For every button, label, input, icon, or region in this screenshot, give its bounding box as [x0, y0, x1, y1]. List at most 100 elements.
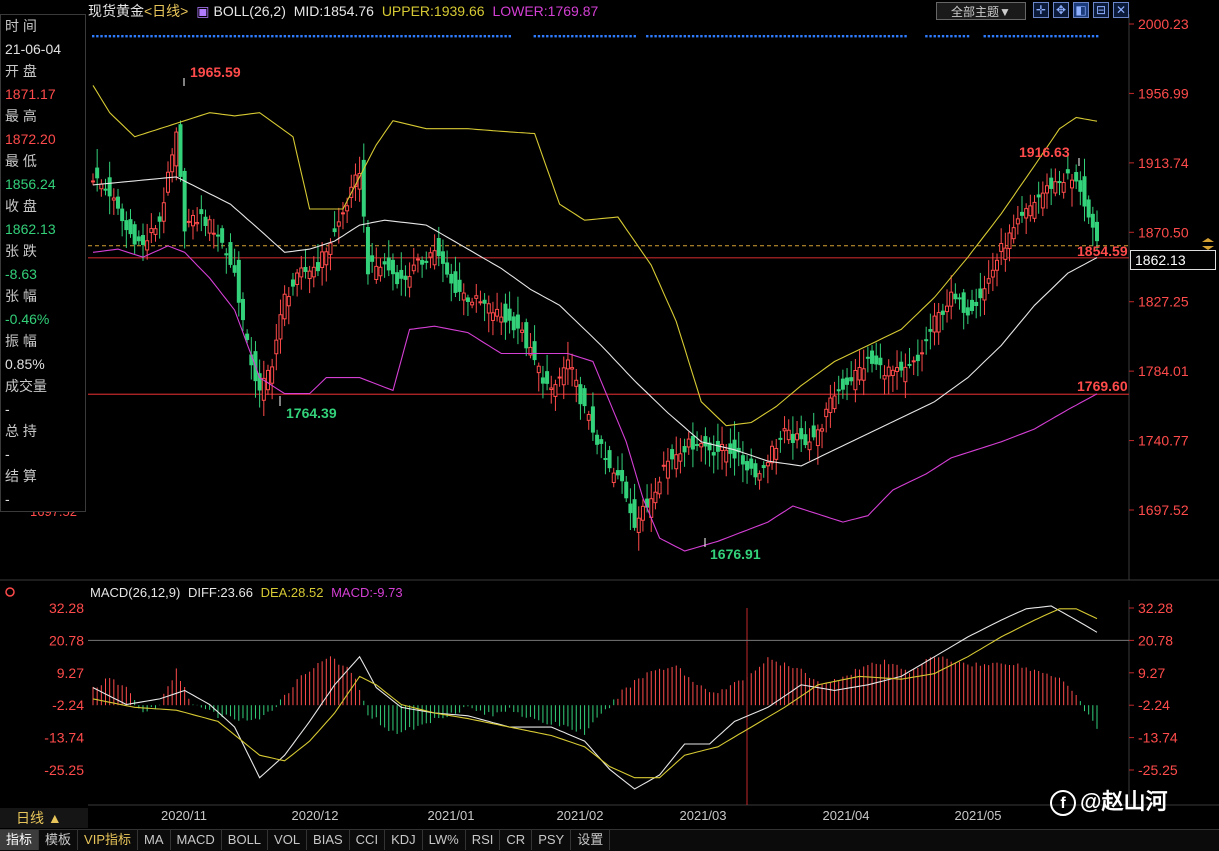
- candle-down: [436, 237, 441, 257]
- open-value: 1871.17: [5, 85, 56, 102]
- tab-2[interactable]: VIP指标: [78, 830, 138, 850]
- signal-dot: [962, 35, 966, 38]
- split-icon[interactable]: ⊟: [1093, 2, 1109, 18]
- candle-up: [782, 428, 787, 432]
- candle-down: [115, 196, 120, 209]
- signal-dot: [112, 35, 116, 38]
- signal-dot: [325, 35, 328, 38]
- tab-8[interactable]: CCI: [350, 830, 386, 850]
- macd-right-label: -2.24: [1138, 697, 1170, 713]
- candle-down: [1065, 169, 1070, 174]
- tab-4[interactable]: MACD: [171, 830, 222, 850]
- candle-up: [882, 375, 887, 380]
- layout-icon[interactable]: ◧: [1073, 2, 1089, 18]
- tab-9[interactable]: KDJ: [385, 830, 423, 850]
- tab-13[interactable]: PSY: [532, 830, 572, 850]
- signal-dot: [487, 35, 491, 38]
- tab-11[interactable]: RSI: [466, 830, 501, 850]
- tab-6[interactable]: VOL: [268, 830, 308, 850]
- signal-dot: [846, 35, 849, 38]
- signal-dot: [250, 35, 253, 38]
- ytick-label: 1827.25: [1138, 294, 1189, 310]
- symbol-name[interactable]: 现货黄金: [88, 3, 144, 19]
- indicator-tab-bar: 指标 模板 VIP指标 MA MACD BOLL VOL BIAS CCI KDJ LW% RSI CR…: [0, 829, 1219, 851]
- macd-pane-icon[interactable]: [5, 587, 15, 597]
- period-label[interactable]: <日线>: [144, 3, 189, 19]
- candle-up: [328, 242, 333, 255]
- signal-dot: [741, 35, 745, 38]
- candle-up: [653, 491, 658, 504]
- tab-7[interactable]: BIAS: [307, 830, 350, 850]
- signal-dot-row: [92, 35, 1099, 38]
- signal-dot: [779, 35, 782, 38]
- candle-down: [1078, 180, 1083, 192]
- candle-down: [1082, 176, 1087, 207]
- indicator-name[interactable]: BOLL(26,2): [213, 3, 286, 19]
- indicator-icon[interactable]: ▣: [196, 3, 210, 19]
- signal-dot: [1058, 35, 1061, 38]
- signal-dot: [300, 35, 303, 38]
- macd-header: MACD(26,12,9) DIFF:23.66 DEA:28.52 MACD:…: [90, 584, 407, 602]
- signal-dot: [587, 35, 591, 38]
- candle-up: [807, 441, 812, 451]
- candle-down: [215, 234, 220, 237]
- tab-5[interactable]: BOLL: [222, 830, 269, 850]
- candle-down: [761, 465, 766, 469]
- period-button[interactable]: 日线 ▲: [0, 808, 88, 828]
- candle-down: [670, 449, 675, 460]
- candle-down: [928, 329, 933, 332]
- signal-dot: [171, 35, 174, 38]
- candle-down: [245, 333, 250, 341]
- candle-up: [336, 221, 341, 227]
- boll-lower-line: [92, 245, 1098, 552]
- signal-dot: [1000, 35, 1003, 38]
- macd-histogram: [88, 608, 1129, 805]
- macd-lines: [92, 605, 1098, 790]
- signal-dot: [904, 35, 907, 38]
- tab-10[interactable]: LW%: [423, 830, 466, 850]
- tab-3[interactable]: MA: [138, 830, 171, 850]
- theme-selector-button[interactable]: 全部主题▼: [936, 2, 1026, 20]
- tab-0[interactable]: 指标: [0, 830, 40, 850]
- low-label: 最 低: [5, 153, 37, 169]
- candle-down: [124, 220, 129, 231]
- tab-14[interactable]: 设置: [571, 830, 611, 850]
- signal-dot: [312, 35, 316, 38]
- candle-up: [995, 259, 1000, 271]
- signal-dot: [316, 35, 320, 38]
- signal-dot: [1071, 35, 1074, 38]
- expand-icon[interactable]: ✥: [1053, 2, 1069, 18]
- candle-up: [861, 368, 866, 381]
- signal-dot: [841, 35, 845, 38]
- signal-dot: [229, 35, 232, 38]
- signal-dot: [546, 35, 549, 38]
- change-value: -8.63: [5, 265, 37, 282]
- candle-down: [953, 293, 958, 300]
- signal-dot: [775, 35, 778, 38]
- candle-down: [695, 444, 700, 447]
- time-value: 21-06-04: [5, 40, 62, 57]
- crosshair-icon[interactable]: ✛: [1033, 2, 1049, 18]
- watermark: f @赵山河: [1050, 784, 1167, 817]
- signal-dot: [746, 35, 749, 38]
- close-icon[interactable]: ✕: [1113, 2, 1129, 18]
- candle-down: [628, 503, 633, 514]
- signal-dot: [241, 35, 245, 38]
- boll-mid-value: MID:1854.76: [293, 3, 374, 19]
- signal-dot: [721, 35, 724, 38]
- candle-up: [1007, 232, 1012, 250]
- candle-up: [407, 276, 412, 288]
- macd-name[interactable]: MACD(26,12,9): [90, 585, 181, 600]
- chart-header: 现货黄金<日线> ▣ BOLL(26,2) MID:1854.76 UPPER:1…: [88, 0, 602, 22]
- signal-dot: [575, 35, 578, 38]
- signal-dot: [1008, 35, 1011, 38]
- tab-12[interactable]: CR: [500, 830, 533, 850]
- tab-1[interactable]: 模板: [39, 830, 79, 850]
- ytick-label: 1697.52: [1138, 502, 1189, 518]
- signal-dot: [150, 35, 153, 38]
- xtick-label: 2020/12: [292, 808, 339, 823]
- signal-dot: [471, 35, 474, 38]
- signal-dot: [283, 35, 287, 38]
- macd-right-label: 9.27: [1138, 665, 1165, 681]
- signal-dot: [825, 35, 828, 38]
